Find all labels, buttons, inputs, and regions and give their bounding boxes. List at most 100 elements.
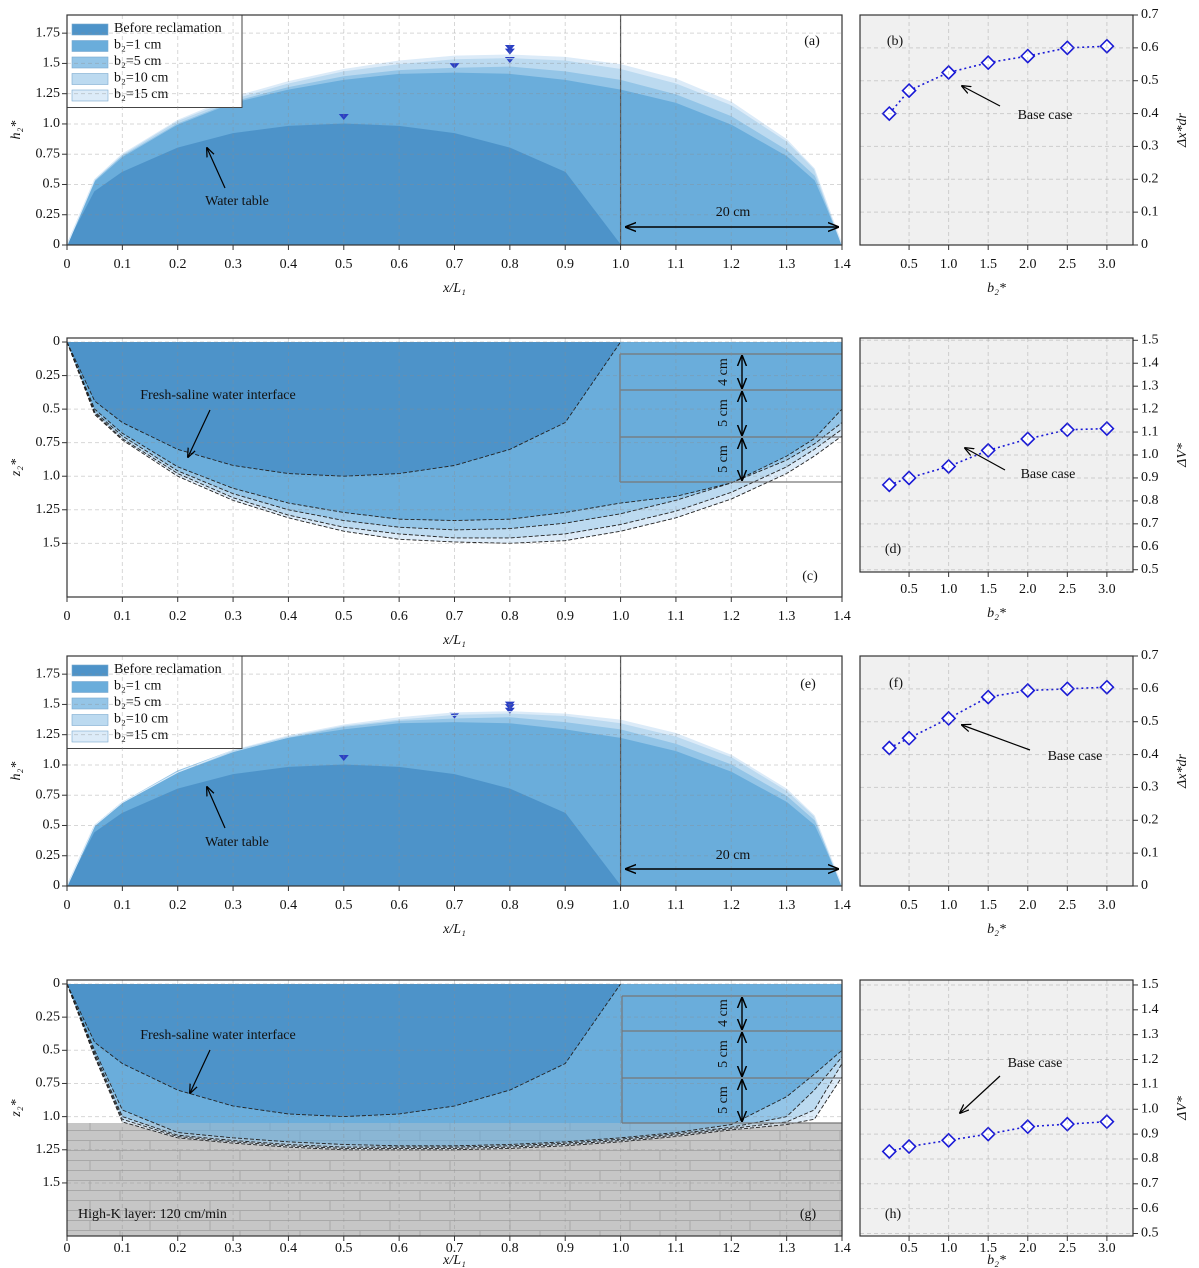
x-tick-label: 0.2 xyxy=(169,609,187,624)
legend-label: b₂=10 cm xyxy=(114,71,168,86)
x-tick-label: 0.4 xyxy=(280,609,298,624)
x-tick-label: 1.0 xyxy=(940,898,958,913)
y-tick-label: 0.7 xyxy=(1141,1176,1159,1191)
x-tick-label: 0.2 xyxy=(169,898,187,913)
plot-frame xyxy=(66,337,843,598)
x-tick-label: 0.6 xyxy=(390,609,408,624)
y-axis-label: h₂* xyxy=(9,762,24,781)
x-tick-label: 1.0 xyxy=(612,257,630,272)
panel-label: (g) xyxy=(800,1207,817,1222)
data-point xyxy=(1020,682,1036,699)
x-tick-label: 2.5 xyxy=(1059,257,1077,272)
x-tick-label: 0.5 xyxy=(335,898,353,913)
y-tick-label: 0 xyxy=(1141,878,1148,893)
annotation-arrow xyxy=(190,1049,211,1093)
annotation: Base case xyxy=(1018,108,1073,123)
x-tick-label: 0.1 xyxy=(114,257,132,272)
y-tick-label: 0.5 xyxy=(1141,562,1159,577)
x-tick-label: 0.2 xyxy=(169,1241,187,1256)
y-tick-label: 1.0 xyxy=(43,757,61,772)
y-tick-label: 0 xyxy=(1141,237,1148,252)
x-tick-label: 2.0 xyxy=(1019,898,1037,913)
x-tick-label: 2.0 xyxy=(1019,582,1037,597)
x-tick-label: 2.5 xyxy=(1059,1241,1077,1256)
series-line xyxy=(66,983,843,1149)
x-tick-label: 0.5 xyxy=(335,257,353,272)
data-point xyxy=(980,442,996,459)
x-axis-label: x/L₁ xyxy=(442,922,466,937)
series-line xyxy=(66,717,843,887)
series-line xyxy=(66,58,843,246)
x-axis-label: x/L₁ xyxy=(442,633,466,648)
y-tick-label: 0.3 xyxy=(1141,780,1159,795)
x-tick-label: 2.0 xyxy=(1019,257,1037,272)
data-point xyxy=(1059,681,1075,697)
panel-label: (a) xyxy=(804,34,820,49)
x-axis-label: b₂* xyxy=(987,606,1006,621)
x-tick-label: 0.5 xyxy=(335,609,353,624)
y-tick-label: 1.2 xyxy=(1141,401,1159,416)
y-tick-label: 0.75 xyxy=(36,146,61,161)
legend-label: b₂=5 cm xyxy=(114,54,161,69)
data-point xyxy=(940,458,957,475)
y-tick-label: 0.6 xyxy=(1141,681,1159,696)
series-line xyxy=(66,983,843,1148)
x-tick-label: 2.5 xyxy=(1059,898,1077,913)
x-tick-label: 0.3 xyxy=(224,257,242,272)
x-tick-label: 0.5 xyxy=(900,582,918,597)
y-axis-label: Δx*dr xyxy=(1175,113,1190,148)
data-point xyxy=(1020,1119,1036,1135)
y-tick-label: 0.2 xyxy=(1141,813,1159,828)
annotation: Water table xyxy=(205,194,269,209)
series-line xyxy=(66,66,843,246)
y-tick-label: 0.4 xyxy=(1141,106,1159,121)
x-tick-label: 0.5 xyxy=(900,257,918,272)
x-tick-label: 0.1 xyxy=(114,1241,132,1256)
annotation: Fresh-saline water interface xyxy=(140,388,295,403)
x-tick-label: 1.0 xyxy=(612,609,630,624)
peak-marker xyxy=(449,63,460,70)
data-point xyxy=(881,1143,897,1160)
y-tick-label: 1.5 xyxy=(1141,333,1159,348)
y-tick-label: 0.1 xyxy=(1141,845,1159,860)
x-tick-label: 0.4 xyxy=(280,1241,298,1256)
y-tick-label: 1.75 xyxy=(36,25,61,40)
annotation: 4 cm xyxy=(716,358,731,386)
annotation-arrow xyxy=(962,725,1031,751)
y-tick-label: 0.4 xyxy=(1141,747,1159,762)
data-point xyxy=(980,689,996,705)
plot-background xyxy=(860,338,1133,572)
data-point xyxy=(1099,420,1115,437)
y-tick-label: 0.5 xyxy=(1141,1226,1159,1241)
legend-label: Before reclamation xyxy=(114,662,222,677)
y-tick-label: 0.7 xyxy=(1141,516,1159,531)
x-tick-label: 3.0 xyxy=(1098,1241,1116,1256)
series-line xyxy=(66,341,843,539)
x-tick-label: 1.3 xyxy=(778,898,796,913)
x-tick-label: 0.8 xyxy=(501,898,519,913)
data-point xyxy=(1020,48,1036,64)
y-tick-label: 0.9 xyxy=(1141,470,1159,485)
x-tick-label: 0 xyxy=(64,257,71,272)
annotation: Base case xyxy=(1008,1056,1063,1071)
x-tick-label: 3.0 xyxy=(1098,582,1116,597)
series-line xyxy=(66,341,621,477)
x-tick-label: 1.0 xyxy=(940,257,958,272)
x-axis-label: b₂* xyxy=(987,281,1006,296)
y-tick-label: 0.8 xyxy=(1141,1151,1159,1166)
y-tick-label: 1.5 xyxy=(43,1175,61,1190)
peak-marker xyxy=(338,113,349,120)
x-tick-label: 0.9 xyxy=(556,257,574,272)
x-tick-label: 0.1 xyxy=(114,898,132,913)
panel-label: (d) xyxy=(885,542,902,557)
legend-swatch xyxy=(71,40,109,52)
x-tick-label: 0.9 xyxy=(556,609,574,624)
annotation-arrow xyxy=(962,86,1001,107)
y-tick-label: 1.5 xyxy=(43,56,61,71)
legend-label: b₂=5 cm xyxy=(114,695,161,710)
legend-label: b₂=1 cm xyxy=(114,679,161,694)
x-axis-label: b₂* xyxy=(987,1253,1006,1268)
peak-marker xyxy=(504,707,515,714)
y-tick-label: 1.4 xyxy=(1141,1002,1159,1017)
y-tick-label: 1.5 xyxy=(43,536,61,551)
